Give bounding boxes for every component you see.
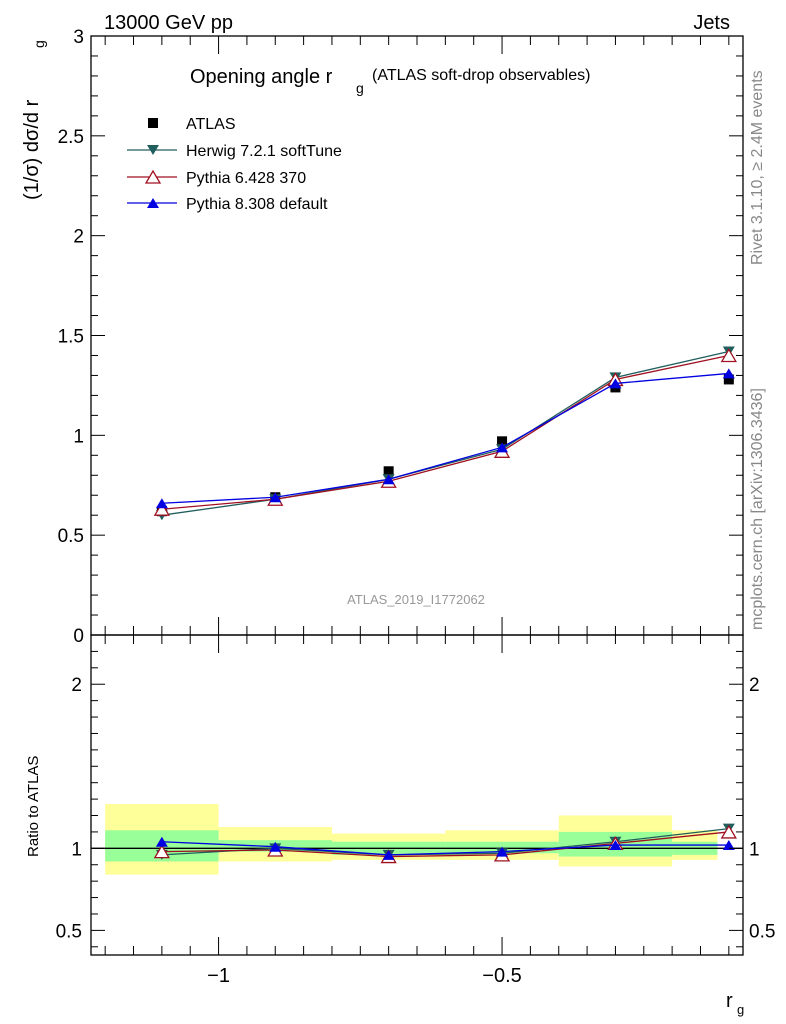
legend-entry-pythia8: Pythia 8.308 default — [127, 196, 328, 213]
main-line-herwig-7-2-1-softtune — [161, 350, 729, 516]
ratio-ytick-label: 2 — [71, 675, 82, 696]
main-ytick-label: 2.5 — [58, 127, 84, 148]
main-ylabel: (1/σ) dσ/d r — [21, 99, 43, 200]
ratio-point-pythia-8-308-default — [155, 836, 168, 847]
legend-marker-atlas — [148, 118, 158, 128]
legend-entry-pythia6: Pythia 6.428 370 — [127, 169, 306, 187]
main-point-pythia-6-428-370 — [153, 501, 171, 516]
main-point-atlas — [723, 374, 734, 385]
legend-label-pythia8: Pythia 8.308 default — [186, 196, 328, 213]
ratio-ytick-label-right: 0.5 — [749, 921, 775, 942]
axes: 0 0.5 1 1.5 2 2.5 3 0.5 0.5 1 1 2 2 −1 −0.5 — [56, 27, 776, 987]
ratio-bands — [105, 804, 718, 875]
main-title-sub: g — [356, 80, 364, 96]
ratio-point-pythia-8-308-default — [722, 840, 735, 851]
main-point-atlas — [497, 436, 508, 447]
main-point-pythia-8-308-default — [269, 492, 282, 503]
main-title-tail: (ATLAS soft-drop observables) — [372, 67, 590, 84]
legend-marker-herwig — [147, 145, 159, 155]
mcplots-label: mcplots.cern.ch [arXiv:1306.3436] — [749, 388, 766, 630]
legend-label-pythia6: Pythia 6.428 370 — [186, 170, 306, 187]
ratio-series — [153, 823, 737, 864]
ratio-line-pythia-6-428-370 — [161, 831, 729, 858]
ratio-point-pythia-6-428-370 — [720, 824, 737, 839]
main-ytick-label: 2 — [73, 227, 84, 248]
main-point-pythia-8-308-default — [382, 474, 395, 485]
main-point-pythia-8-308-default — [722, 368, 735, 379]
legend-marker-pythia6 — [144, 169, 162, 184]
ratio-point-pythia-8-308-default — [382, 849, 395, 860]
ratio-point-pythia-6-428-370 — [153, 844, 171, 859]
legend: ATLAS Herwig 7.2.1 softTune Pythia 6.428… — [127, 116, 342, 213]
header-right: Jets — [693, 12, 730, 34]
main-ylabel-sub: g — [31, 40, 47, 48]
ratio-ytick-label-right: 2 — [749, 675, 760, 696]
main-ytick-label: 1.5 — [58, 327, 84, 348]
ratio-ytick-label-right: 1 — [749, 839, 760, 860]
x-axis-label: r — [726, 990, 733, 1012]
legend-marker-pythia8 — [147, 198, 159, 208]
ratio-point-pythia-8-308-default — [269, 841, 282, 852]
main-series — [153, 346, 737, 521]
rivet-label: Rivet 3.1.10, ≥ 2.4M events — [749, 70, 766, 265]
main-point-pythia-8-308-default — [155, 498, 168, 509]
main-ytick-label: 1 — [73, 426, 84, 447]
main-title: Opening angle r — [190, 66, 333, 88]
ratio-ylabel: Ratio to ATLAS — [25, 756, 42, 857]
main-line-pythia-8-308-default — [161, 372, 729, 504]
header-left: 13000 GeV pp — [104, 12, 233, 34]
ratio-frame — [90, 634, 744, 956]
ratio-ytick-label: 1 — [71, 839, 82, 860]
main-ytick-label: 3 — [73, 27, 84, 48]
ratio-line-pythia-8-308-default — [161, 841, 729, 856]
main-point-pythia-8-308-default — [609, 378, 622, 389]
main-ytick-label: 0.5 — [58, 526, 84, 547]
ratio-line-herwig-7-2-1-softtune — [161, 827, 729, 856]
x-axis-label-sub: g — [737, 1002, 744, 1017]
ratio-ytick-label: 0.5 — [56, 921, 82, 942]
legend-entry-atlas: ATLAS — [148, 116, 236, 133]
watermark: ATLAS_2019_I1772062 — [347, 592, 485, 607]
ratio-point-pythia-8-308-default — [496, 846, 509, 857]
legend-label-atlas: ATLAS — [186, 116, 236, 133]
main-point-atlas — [383, 466, 394, 477]
main-point-pythia-8-308-default — [496, 442, 509, 453]
ratio-xtick-label: −0.5 — [482, 965, 521, 987]
ratio-point-pythia-8-308-default — [609, 840, 622, 851]
main-ytick-label: 0 — [73, 626, 84, 647]
ratio-xtick-label: −1 — [207, 965, 230, 987]
main-title-text: Opening angle r — [190, 66, 333, 88]
legend-entry-herwig: Herwig 7.2.1 softTune — [127, 143, 342, 160]
main-point-pythia-6-428-370 — [720, 348, 737, 363]
main-line-pythia-6-428-370 — [161, 354, 729, 510]
legend-label-herwig: Herwig 7.2.1 softTune — [186, 143, 342, 160]
